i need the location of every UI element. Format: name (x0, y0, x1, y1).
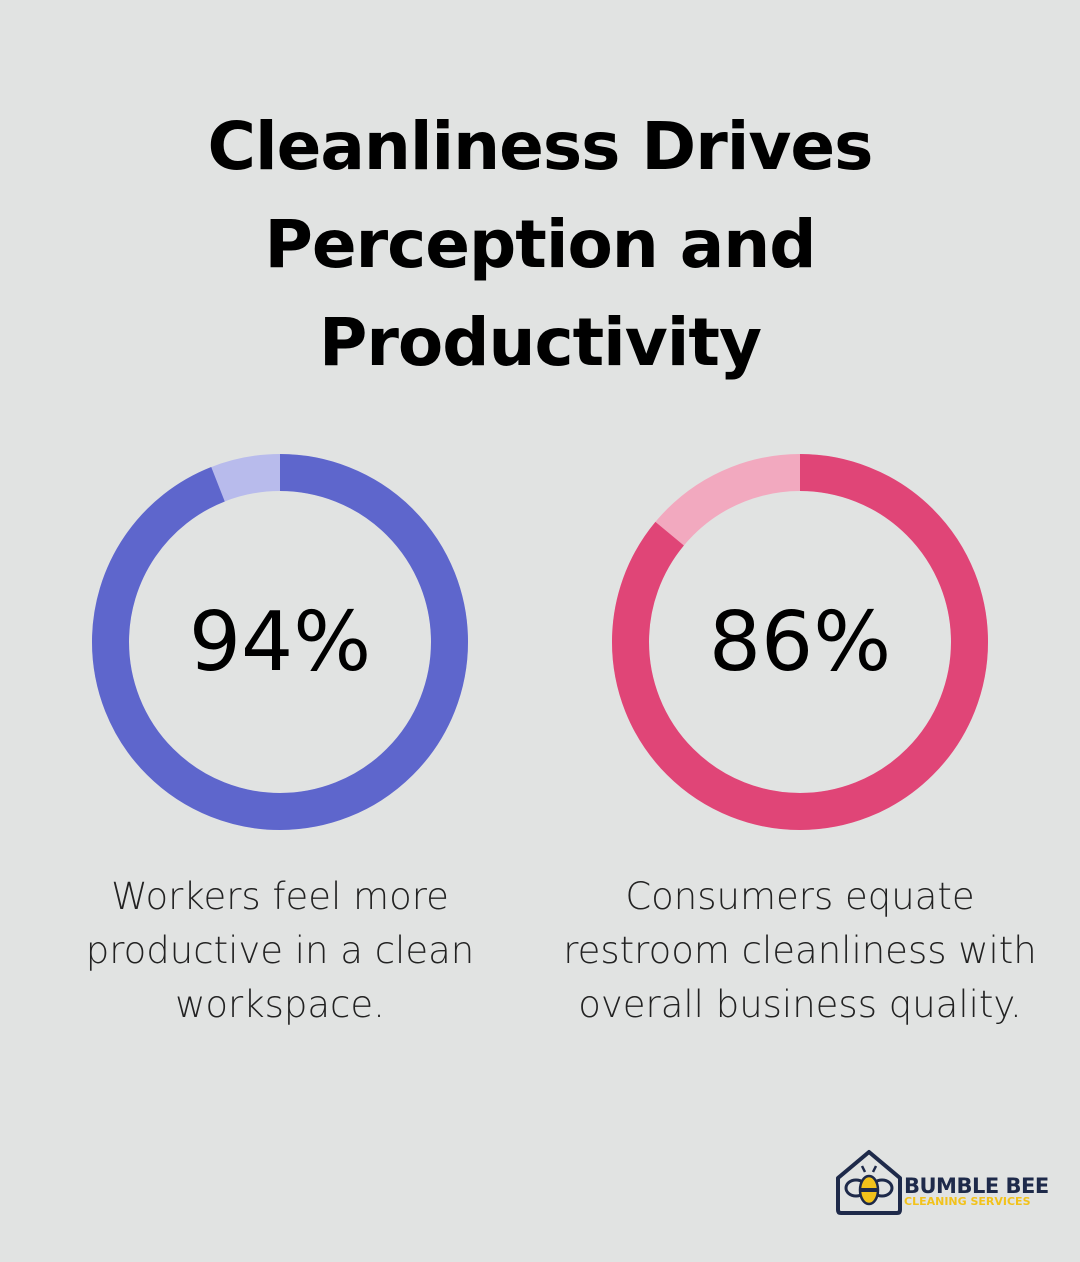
brand-logo: BUMBLE BEE CLEANING SERVICES (834, 1148, 1049, 1218)
bee-house-icon (836, 1150, 902, 1215)
title-line: Perception and (264, 206, 816, 283)
percent-value: 94% (188, 594, 372, 690)
donut-ring (92, 454, 468, 830)
page-title: Cleanliness Drives Perception and Produc… (0, 98, 1080, 392)
logo-name: BUMBLE BEE (904, 1174, 1049, 1198)
stat-description: Workers feel more productive in a clean … (30, 870, 530, 1032)
desc-line: Consumers equate (625, 875, 975, 918)
desc-line: overall business quality. (578, 983, 1022, 1026)
stat-description: Consumers equate restroom cleanliness wi… (550, 870, 1050, 1032)
donut-ring (612, 454, 988, 830)
desc-line: workspace. (175, 983, 385, 1026)
donut-chart-consumers: 86% (612, 454, 988, 830)
percent-value: 86% (708, 594, 892, 690)
desc-line: restroom cleanliness with (563, 929, 1037, 972)
logo-tagline: CLEANING SERVICES (904, 1195, 1031, 1208)
title-line: Productivity (318, 304, 762, 381)
desc-line: Workers feel more (111, 875, 449, 918)
title-line: Cleanliness Drives (207, 108, 874, 185)
donut-chart-workers: 94% (92, 454, 468, 830)
desc-line: productive in a clean (85, 929, 475, 972)
